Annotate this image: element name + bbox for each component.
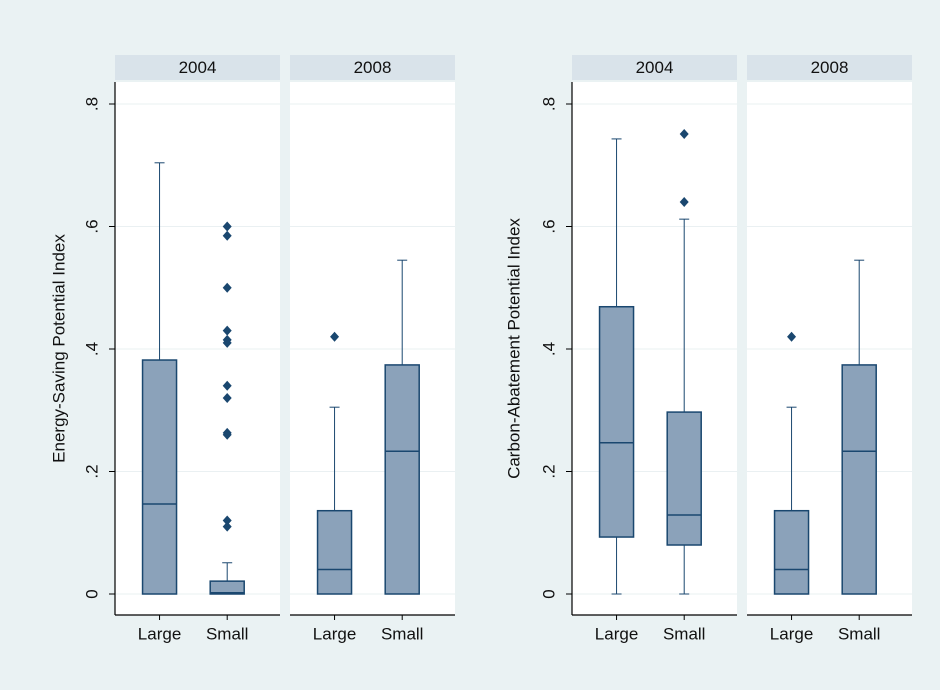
box xyxy=(666,411,702,546)
x-tick-label: Large xyxy=(595,624,638,643)
outlier xyxy=(222,325,232,336)
panel-header xyxy=(115,55,280,80)
x-tick-label: Large xyxy=(138,624,181,643)
y-tick-label: 0 xyxy=(82,589,101,598)
box xyxy=(209,580,245,595)
box xyxy=(841,364,877,595)
outlier xyxy=(222,521,232,532)
outlier xyxy=(222,515,232,526)
panel-title: 2008 xyxy=(354,58,392,77)
y-tick-label: .8 xyxy=(82,97,101,111)
y-tick-label: .6 xyxy=(539,219,558,233)
panel-title: 2008 xyxy=(811,58,849,77)
y-tick-label: 0 xyxy=(539,589,558,598)
outlier xyxy=(787,331,797,342)
panel-header xyxy=(747,55,912,80)
outlier xyxy=(679,197,689,207)
box xyxy=(598,305,635,538)
x-tick-label: Small xyxy=(206,624,249,643)
outlier xyxy=(222,282,232,293)
box xyxy=(316,509,353,595)
y-axis-label: Carbon-Abatement Potential Index xyxy=(504,218,523,479)
panel-title: 2004 xyxy=(636,58,674,77)
x-tick-label: Large xyxy=(313,624,356,643)
outlier xyxy=(222,221,232,232)
outlier xyxy=(222,380,232,391)
box xyxy=(141,359,178,595)
y-tick-label: .6 xyxy=(82,219,101,233)
outlier xyxy=(222,429,232,440)
outlier xyxy=(222,337,232,348)
x-tick-label: Large xyxy=(770,624,813,643)
outlier xyxy=(330,331,340,342)
box xyxy=(384,364,420,595)
x-tick-label: Small xyxy=(663,624,706,643)
panel-header xyxy=(290,55,455,80)
y-tick-label: .2 xyxy=(539,464,558,478)
panel-title: 2004 xyxy=(179,58,217,77)
y-tick-label: .8 xyxy=(539,97,558,111)
box xyxy=(773,509,810,595)
outlier xyxy=(222,230,232,241)
x-tick-label: Small xyxy=(838,624,881,643)
x-tick-label: Small xyxy=(381,624,424,643)
y-tick-label: .4 xyxy=(539,342,558,356)
outlier xyxy=(679,129,689,140)
y-tick-label: .4 xyxy=(82,342,101,356)
panel-header xyxy=(572,55,737,80)
y-axis-label: Energy-Saving Potential Index xyxy=(49,234,68,463)
outlier xyxy=(222,393,232,403)
y-tick-label: .2 xyxy=(82,464,101,478)
